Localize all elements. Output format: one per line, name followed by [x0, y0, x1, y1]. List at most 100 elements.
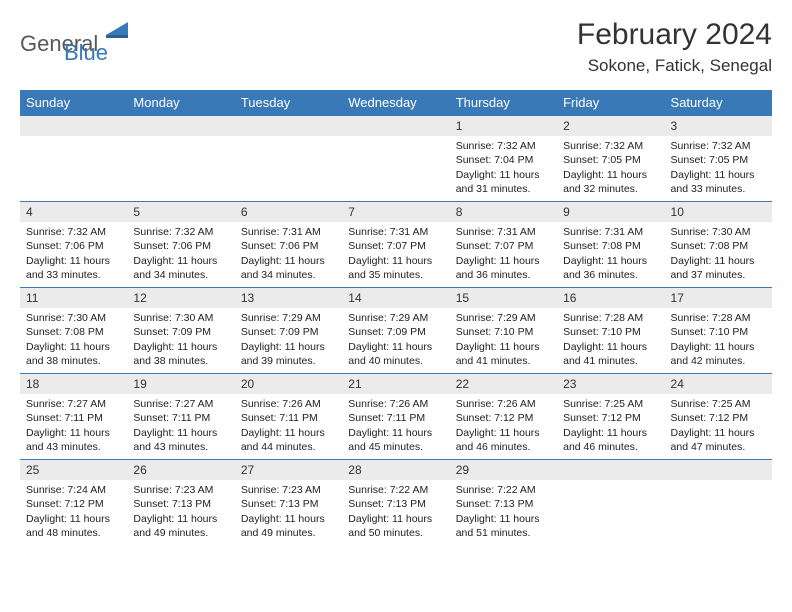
day-number: 14 [342, 288, 449, 308]
day-details: Sunrise: 7:32 AMSunset: 7:06 PMDaylight:… [20, 222, 127, 286]
calendar-day-cell: 20Sunrise: 7:26 AMSunset: 7:11 PMDayligh… [235, 374, 342, 460]
day-details: Sunrise: 7:26 AMSunset: 7:11 PMDaylight:… [342, 394, 449, 458]
calendar-week-row: 4Sunrise: 7:32 AMSunset: 7:06 PMDaylight… [20, 202, 772, 288]
day-number: 15 [450, 288, 557, 308]
day-details: Sunrise: 7:32 AMSunset: 7:05 PMDaylight:… [665, 136, 772, 200]
calendar-day-cell: 26Sunrise: 7:23 AMSunset: 7:13 PMDayligh… [127, 460, 234, 546]
calendar-day-cell: 27Sunrise: 7:23 AMSunset: 7:13 PMDayligh… [235, 460, 342, 546]
calendar-day-cell [20, 116, 127, 202]
day-details: Sunrise: 7:31 AMSunset: 7:08 PMDaylight:… [557, 222, 664, 286]
calendar-day-cell: 9Sunrise: 7:31 AMSunset: 7:08 PMDaylight… [557, 202, 664, 288]
day-number [557, 460, 664, 480]
day-details: Sunrise: 7:30 AMSunset: 7:09 PMDaylight:… [127, 308, 234, 372]
calendar-day-cell: 24Sunrise: 7:25 AMSunset: 7:12 PMDayligh… [665, 374, 772, 460]
day-number: 11 [20, 288, 127, 308]
day-details: Sunrise: 7:26 AMSunset: 7:12 PMDaylight:… [450, 394, 557, 458]
day-details: Sunrise: 7:30 AMSunset: 7:08 PMDaylight:… [20, 308, 127, 372]
day-details: Sunrise: 7:30 AMSunset: 7:08 PMDaylight:… [665, 222, 772, 286]
day-number: 13 [235, 288, 342, 308]
calendar-day-cell [665, 460, 772, 546]
day-number: 25 [20, 460, 127, 480]
day-details: Sunrise: 7:29 AMSunset: 7:09 PMDaylight:… [235, 308, 342, 372]
day-details [127, 136, 234, 143]
day-number: 8 [450, 202, 557, 222]
day-number: 1 [450, 116, 557, 136]
calendar-day-cell: 5Sunrise: 7:32 AMSunset: 7:06 PMDaylight… [127, 202, 234, 288]
calendar-day-cell [127, 116, 234, 202]
day-number: 22 [450, 374, 557, 394]
calendar-day-cell: 8Sunrise: 7:31 AMSunset: 7:07 PMDaylight… [450, 202, 557, 288]
calendar-day-cell: 6Sunrise: 7:31 AMSunset: 7:06 PMDaylight… [235, 202, 342, 288]
day-details: Sunrise: 7:23 AMSunset: 7:13 PMDaylight:… [235, 480, 342, 544]
calendar-day-cell: 7Sunrise: 7:31 AMSunset: 7:07 PMDaylight… [342, 202, 449, 288]
day-details [342, 136, 449, 143]
calendar-week-row: 25Sunrise: 7:24 AMSunset: 7:12 PMDayligh… [20, 460, 772, 546]
day-number: 6 [235, 202, 342, 222]
calendar-day-cell: 29Sunrise: 7:22 AMSunset: 7:13 PMDayligh… [450, 460, 557, 546]
day-details: Sunrise: 7:24 AMSunset: 7:12 PMDaylight:… [20, 480, 127, 544]
day-details: Sunrise: 7:28 AMSunset: 7:10 PMDaylight:… [665, 308, 772, 372]
day-number [665, 460, 772, 480]
calendar-day-cell: 23Sunrise: 7:25 AMSunset: 7:12 PMDayligh… [557, 374, 664, 460]
calendar-day-cell: 28Sunrise: 7:22 AMSunset: 7:13 PMDayligh… [342, 460, 449, 546]
day-number: 26 [127, 460, 234, 480]
day-number: 2 [557, 116, 664, 136]
day-number: 5 [127, 202, 234, 222]
day-number: 7 [342, 202, 449, 222]
calendar-day-cell: 14Sunrise: 7:29 AMSunset: 7:09 PMDayligh… [342, 288, 449, 374]
day-header: Tuesday [235, 90, 342, 116]
day-number [235, 116, 342, 136]
calendar-week-row: 18Sunrise: 7:27 AMSunset: 7:11 PMDayligh… [20, 374, 772, 460]
day-header: Sunday [20, 90, 127, 116]
calendar-day-cell: 21Sunrise: 7:26 AMSunset: 7:11 PMDayligh… [342, 374, 449, 460]
calendar-day-cell [557, 460, 664, 546]
day-header: Thursday [450, 90, 557, 116]
calendar-day-cell: 4Sunrise: 7:32 AMSunset: 7:06 PMDaylight… [20, 202, 127, 288]
day-number: 18 [20, 374, 127, 394]
day-number: 10 [665, 202, 772, 222]
day-number [127, 116, 234, 136]
day-header: Wednesday [342, 90, 449, 116]
day-header: Friday [557, 90, 664, 116]
day-number: 23 [557, 374, 664, 394]
logo-text-blue: Blue [64, 40, 108, 66]
day-details: Sunrise: 7:26 AMSunset: 7:11 PMDaylight:… [235, 394, 342, 458]
day-number: 12 [127, 288, 234, 308]
calendar-day-cell: 22Sunrise: 7:26 AMSunset: 7:12 PMDayligh… [450, 374, 557, 460]
title-block: February 2024 Sokone, Fatick, Senegal [577, 18, 772, 76]
calendar-week-row: 11Sunrise: 7:30 AMSunset: 7:08 PMDayligh… [20, 288, 772, 374]
calendar-day-cell: 1Sunrise: 7:32 AMSunset: 7:04 PMDaylight… [450, 116, 557, 202]
calendar-day-cell: 13Sunrise: 7:29 AMSunset: 7:09 PMDayligh… [235, 288, 342, 374]
day-details: Sunrise: 7:22 AMSunset: 7:13 PMDaylight:… [450, 480, 557, 544]
day-number: 24 [665, 374, 772, 394]
calendar-day-cell: 19Sunrise: 7:27 AMSunset: 7:11 PMDayligh… [127, 374, 234, 460]
day-details: Sunrise: 7:27 AMSunset: 7:11 PMDaylight:… [20, 394, 127, 458]
calendar-body: 1Sunrise: 7:32 AMSunset: 7:04 PMDaylight… [20, 116, 772, 546]
calendar-day-cell: 12Sunrise: 7:30 AMSunset: 7:09 PMDayligh… [127, 288, 234, 374]
calendar-week-row: 1Sunrise: 7:32 AMSunset: 7:04 PMDaylight… [20, 116, 772, 202]
calendar-day-cell [235, 116, 342, 202]
header: General Blue February 2024 Sokone, Fatic… [20, 18, 772, 76]
day-number: 16 [557, 288, 664, 308]
day-number: 4 [20, 202, 127, 222]
calendar-day-cell: 15Sunrise: 7:29 AMSunset: 7:10 PMDayligh… [450, 288, 557, 374]
day-number [20, 116, 127, 136]
day-details: Sunrise: 7:25 AMSunset: 7:12 PMDaylight:… [557, 394, 664, 458]
calendar-day-cell: 17Sunrise: 7:28 AMSunset: 7:10 PMDayligh… [665, 288, 772, 374]
day-details [235, 136, 342, 143]
day-header-row: Sunday Monday Tuesday Wednesday Thursday… [20, 90, 772, 116]
day-details: Sunrise: 7:27 AMSunset: 7:11 PMDaylight:… [127, 394, 234, 458]
day-details: Sunrise: 7:32 AMSunset: 7:06 PMDaylight:… [127, 222, 234, 286]
day-details: Sunrise: 7:31 AMSunset: 7:06 PMDaylight:… [235, 222, 342, 286]
calendar-day-cell: 10Sunrise: 7:30 AMSunset: 7:08 PMDayligh… [665, 202, 772, 288]
day-header: Monday [127, 90, 234, 116]
calendar-table: Sunday Monday Tuesday Wednesday Thursday… [20, 90, 772, 546]
day-details: Sunrise: 7:32 AMSunset: 7:04 PMDaylight:… [450, 136, 557, 200]
day-number: 21 [342, 374, 449, 394]
day-number: 19 [127, 374, 234, 394]
day-details: Sunrise: 7:29 AMSunset: 7:09 PMDaylight:… [342, 308, 449, 372]
day-details: Sunrise: 7:29 AMSunset: 7:10 PMDaylight:… [450, 308, 557, 372]
calendar-day-cell: 16Sunrise: 7:28 AMSunset: 7:10 PMDayligh… [557, 288, 664, 374]
day-number: 20 [235, 374, 342, 394]
day-number: 29 [450, 460, 557, 480]
